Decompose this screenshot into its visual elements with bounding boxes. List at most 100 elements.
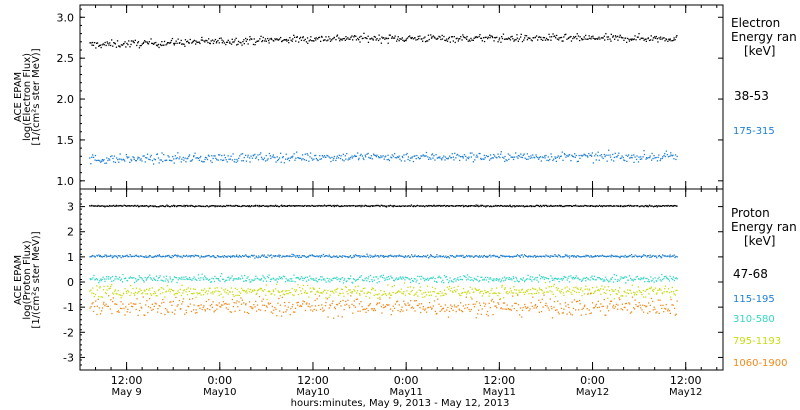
data-point (616, 293, 618, 295)
data-point (368, 156, 370, 159)
data-point (582, 307, 584, 309)
data-point (538, 287, 541, 289)
data-point (193, 206, 196, 208)
data-point (172, 255, 175, 258)
data-point (262, 36, 264, 39)
data-point (238, 291, 240, 293)
data-point (247, 205, 249, 207)
data-point (306, 256, 309, 258)
data-point (572, 256, 575, 258)
data-point (611, 276, 613, 279)
data-point (343, 295, 345, 297)
data-point (500, 281, 502, 283)
data-point (627, 289, 629, 291)
data-point (185, 205, 187, 207)
data-point (192, 293, 194, 295)
data-point (448, 205, 450, 207)
data-point (399, 276, 401, 278)
data-point (206, 308, 209, 310)
data-point (174, 205, 176, 207)
data-point (540, 310, 543, 313)
data-point (379, 205, 381, 208)
data-point (568, 205, 570, 207)
data-point (471, 298, 473, 300)
data-point (91, 44, 93, 46)
data-point (397, 156, 400, 159)
data-point (637, 256, 639, 258)
data-point (104, 41, 106, 44)
data-point (236, 288, 238, 291)
data-point (355, 279, 357, 281)
data-point (458, 279, 460, 281)
data-point (537, 281, 540, 283)
data-point (527, 274, 529, 276)
data-point (659, 255, 661, 258)
data-point (654, 205, 656, 207)
data-point (499, 156, 501, 159)
data-point (348, 289, 350, 291)
data-point (482, 256, 484, 258)
data-point (592, 162, 594, 164)
data-point (223, 159, 225, 161)
data-point (573, 205, 575, 207)
data-point (539, 301, 542, 304)
data-point (104, 280, 106, 283)
data-point (99, 205, 101, 207)
data-point (493, 280, 495, 282)
data-point (409, 159, 411, 162)
data-point (428, 38, 430, 41)
data-point (207, 290, 209, 292)
data-point (599, 278, 601, 280)
data-point (118, 158, 120, 160)
data-point (623, 159, 625, 161)
data-point (401, 292, 403, 294)
data-point (642, 156, 644, 158)
data-point (346, 153, 348, 155)
data-point (542, 292, 544, 294)
data-point (307, 284, 309, 287)
data-point (426, 285, 429, 287)
data-point (650, 286, 652, 288)
data-point (496, 36, 498, 38)
data-point (573, 205, 576, 207)
data-point (592, 37, 594, 39)
data-point (316, 159, 318, 161)
data-point (360, 35, 362, 37)
data-point (447, 282, 450, 284)
data-point (506, 160, 508, 162)
data-point (650, 35, 652, 37)
data-point (215, 42, 218, 44)
data-point (328, 36, 330, 38)
data-point (212, 293, 214, 295)
data-point (528, 155, 530, 158)
data-point (452, 281, 455, 283)
data-point (321, 255, 323, 257)
data-point (489, 277, 491, 279)
data-point (225, 41, 228, 43)
data-point (481, 279, 484, 281)
data-point (582, 278, 584, 280)
data-point (384, 255, 387, 258)
data-point (153, 256, 155, 258)
data-point (302, 300, 304, 302)
data-point (279, 310, 281, 312)
data-point (328, 205, 330, 207)
data-point (317, 291, 320, 293)
data-point (121, 159, 123, 161)
data-point (100, 296, 102, 298)
data-point (173, 290, 175, 292)
data-point (393, 37, 396, 39)
data-point (263, 276, 265, 278)
data-point (211, 277, 213, 279)
data-point (106, 41, 108, 43)
data-point (489, 154, 492, 156)
data-point (620, 36, 622, 38)
data-point (158, 206, 160, 208)
data-point (654, 157, 656, 159)
data-point (254, 257, 256, 259)
data-point (284, 255, 286, 257)
data-point (669, 155, 671, 157)
data-point (617, 205, 619, 207)
data-point (587, 205, 589, 207)
data-point (452, 156, 454, 158)
